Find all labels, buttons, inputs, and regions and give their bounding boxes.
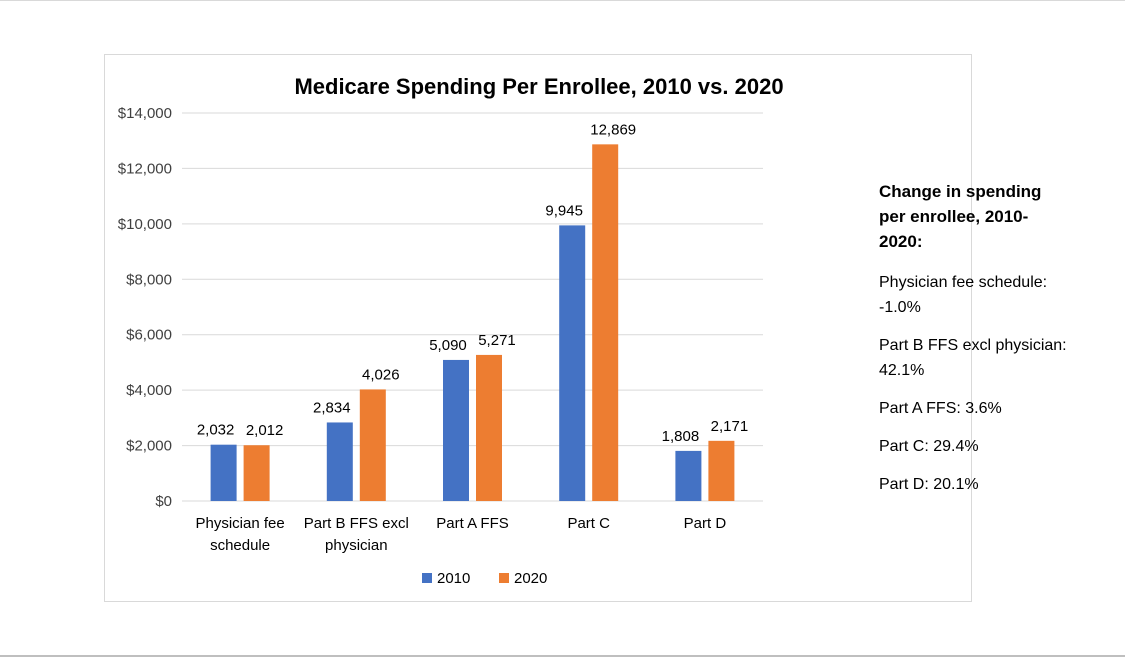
data-label-2020-1: 4,026 — [362, 366, 400, 383]
change-summary-item: Part C: 29.4% — [879, 438, 979, 455]
data-label-2010-0: 2,032 — [197, 422, 235, 439]
bar-2020-0 — [243, 445, 270, 501]
gridlines — [182, 112, 763, 502]
y-tick-label: $8,000 — [126, 271, 172, 288]
bar-2020-1 — [359, 389, 386, 501]
bar-2020-3 — [592, 144, 619, 501]
bar-chart: Medicare Spending Per Enrollee, 2010 vs.… — [118, 74, 784, 587]
bar-2010-4 — [675, 450, 702, 501]
legend-label-2010: 2010 — [437, 570, 470, 587]
chart-frame: Medicare Spending Per Enrollee, 2010 vs.… — [104, 54, 1067, 602]
y-tick-label: $2,000 — [126, 438, 172, 455]
x-tick-label: Physician fee — [195, 515, 284, 532]
change-summary-item: Part B FFS excl physician: 42.1% — [879, 337, 1067, 379]
y-axis-ticks: $0 $2,000 $4,000 $6,000 $8,000 $10,000 $12,000… — [118, 105, 172, 510]
y-tick-label: $14,000 — [118, 105, 172, 122]
change-summary-heading: Change in spending per enrollee, 2010-20… — [879, 182, 1042, 251]
x-tick-label: schedule — [210, 537, 270, 554]
top-border-line — [0, 0, 1125, 1]
y-tick-label: $10,000 — [118, 216, 172, 233]
bars — [210, 144, 735, 502]
y-tick-label: $0 — [155, 493, 172, 510]
bottom-border-line — [0, 655, 1125, 657]
data-label-2020-2: 5,271 — [478, 332, 516, 349]
bar-2010-1 — [326, 422, 353, 501]
x-tick-label: Part D — [684, 515, 727, 532]
x-tick-label: physician — [325, 537, 388, 554]
chart-title: Medicare Spending Per Enrollee, 2010 vs.… — [294, 74, 783, 99]
y-tick-label: $4,000 — [126, 382, 172, 399]
bar-2020-4 — [708, 440, 735, 501]
y-tick-label: $6,000 — [126, 327, 172, 344]
data-label-2020-3: 12,869 — [590, 121, 636, 138]
legend-swatch-2010 — [422, 573, 432, 583]
y-tick-label: $12,000 — [118, 160, 172, 177]
x-axis-ticks: Physician fee schedule Part B FFS excl phys… — [195, 515, 726, 554]
bar-2010-2 — [443, 359, 469, 501]
legend: 2010 2020 — [422, 570, 547, 587]
change-summary-item: Part D: 20.1% — [879, 476, 979, 493]
x-tick-label: Part B FFS excl — [304, 515, 409, 532]
change-summary-item: Part A FFS: 3.6% — [879, 400, 1002, 417]
x-tick-label: Part C — [567, 515, 610, 532]
bar-2010-3 — [559, 225, 586, 502]
data-label-2020-0: 2,012 — [246, 422, 284, 439]
change-summary-panel: Change in spending per enrollee, 2010-20… — [879, 179, 1069, 510]
data-label-2010-1: 2,834 — [313, 399, 351, 416]
data-label-2020-4: 2,171 — [711, 418, 749, 435]
bar-2020-2 — [476, 354, 502, 501]
bar-2010-0 — [210, 444, 237, 501]
change-summary-item: Physician fee schedule: -1.0% — [879, 274, 1048, 316]
legend-swatch-2020 — [499, 573, 509, 583]
data-labels: 2,032 2,012 2,834 4,026 5,090 5,271 9,945 12,86… — [197, 121, 748, 445]
x-tick-label: Part A FFS — [436, 515, 509, 532]
data-label-2010-3: 9,945 — [545, 202, 583, 219]
legend-label-2020: 2020 — [514, 570, 547, 587]
data-label-2010-2: 5,090 — [429, 337, 467, 354]
data-label-2010-4: 1,808 — [662, 428, 700, 445]
